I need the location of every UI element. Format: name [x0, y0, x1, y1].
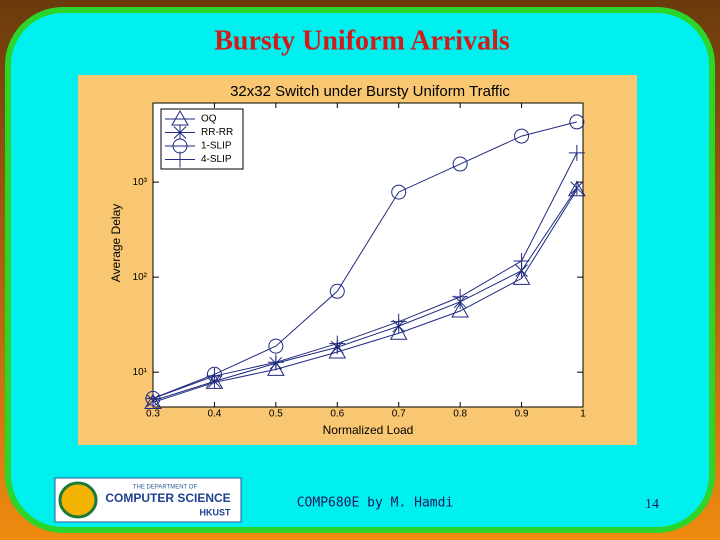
marker	[329, 283, 345, 299]
x-tick-label: 0.8	[453, 409, 467, 420]
footer: COMP680E by M. Hamdi	[297, 496, 454, 511]
marker	[171, 109, 189, 126]
marker	[145, 390, 161, 407]
logo-text: THE DEPARTMENT OF	[133, 485, 198, 491]
marker	[513, 252, 530, 269]
x-tick-label: 1	[580, 409, 586, 420]
marker	[514, 128, 530, 144]
logo: THE DEPARTMENT OF COMPUTER SCIENCE HKUST	[54, 477, 242, 523]
marker	[173, 125, 187, 140]
marker	[452, 156, 468, 172]
slide-title: Bursty Uniform Arrivals	[214, 25, 510, 56]
marker	[567, 180, 586, 197]
legend-label: 1-SLIP	[201, 141, 232, 152]
series-line	[152, 121, 577, 399]
marker	[452, 288, 469, 305]
x-tick-label: 0.5	[269, 409, 283, 420]
series-line	[152, 152, 578, 399]
marker	[267, 354, 284, 371]
logo-text: HKUST	[200, 507, 232, 517]
marker	[172, 151, 188, 168]
series-line	[152, 189, 578, 403]
legend-label: RR-RR	[201, 127, 233, 138]
x-axis-label: Normalized Load	[323, 423, 414, 437]
marker	[390, 313, 407, 330]
legend-label: OQ	[201, 114, 217, 125]
marker	[268, 338, 284, 354]
x-tick-label: 0.6	[330, 409, 344, 420]
logo-emblem	[58, 481, 98, 519]
x-tick-label: 0.7	[392, 409, 406, 420]
y-tick-label: 10²	[133, 272, 148, 283]
marker	[389, 324, 408, 340]
marker	[144, 393, 162, 409]
legend: OQ RR-RR 1-SLIP 4-SLIP	[160, 108, 244, 170]
logo-text: COMPUTER SCIENCE	[105, 491, 230, 505]
marker	[206, 368, 223, 385]
x-tick-label: 0.3	[146, 409, 160, 420]
marker	[205, 373, 224, 389]
x-tick-label: 0.9	[515, 409, 529, 420]
marker	[570, 180, 584, 195]
marker	[568, 144, 585, 161]
marker	[512, 269, 531, 285]
marker	[569, 114, 585, 130]
y-axis-label: Average Delay	[109, 204, 123, 283]
legend-label: 4-SLIP	[201, 154, 232, 165]
page-number: 14	[645, 497, 659, 512]
marker	[391, 184, 407, 200]
series-line	[152, 187, 578, 402]
marker	[329, 335, 346, 352]
chart-title: 32x32 Switch under Bursty Uniform Traffi…	[230, 83, 510, 100]
y-tick-label: 10¹	[133, 367, 148, 378]
marker	[266, 360, 285, 376]
x-tick-label: 0.4	[207, 409, 221, 420]
y-tick-label: 10³	[133, 177, 148, 188]
marker	[451, 302, 470, 318]
